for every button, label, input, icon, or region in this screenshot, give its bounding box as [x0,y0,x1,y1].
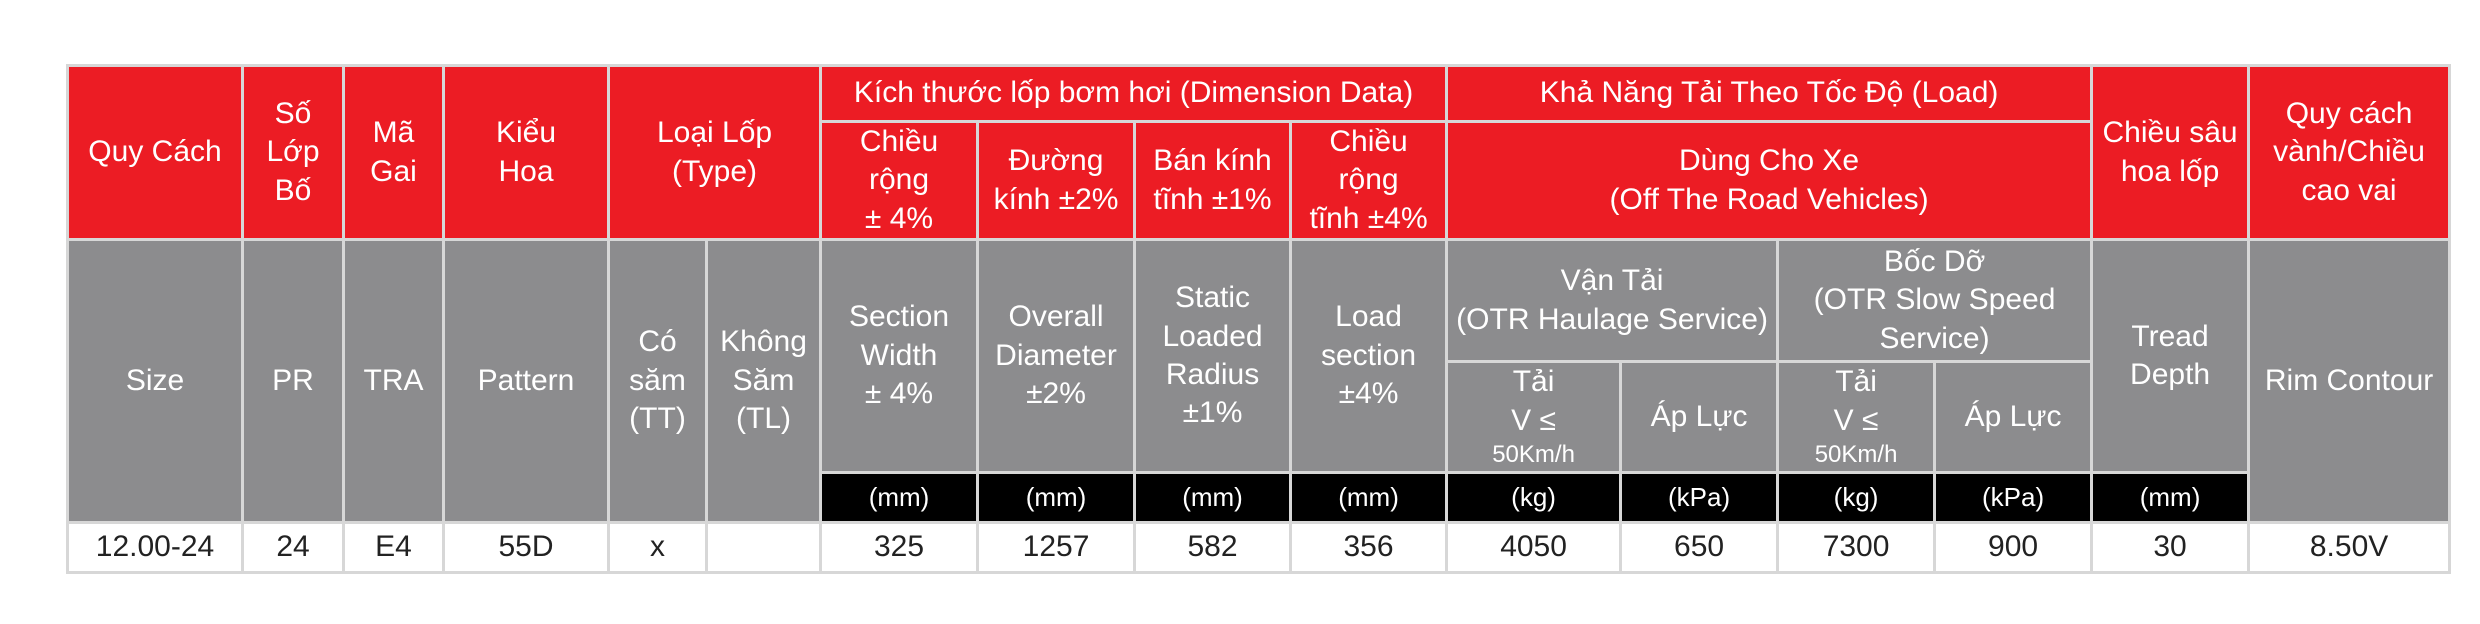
col-rim-vn: Quy cách vành/Chiều cao vai [2247,63,2452,242]
cell-size: 12.00-24 [66,520,244,574]
tire-spec-table: Quy Cách Số Lớp Bố Mã Gai Kiểu Hoa Loại Lốp(… [66,63,2452,574]
col-section-en: Load section ±4% [1289,238,1449,474]
cell-rim: 8.50V [2247,520,2452,574]
unit-pressure-haulage: (kPa) [1619,470,1780,524]
col-type-vn: Loại Lốp (Type) [606,63,823,242]
col-tl-en: Không Săm (TL) [704,238,823,524]
cell-tread: 30 [2090,520,2251,574]
col-load-slow: Tải V ≤50Km/h [1776,360,1937,474]
unit-width: (mm) [819,470,980,524]
unit-tread: (mm) [2090,470,2251,524]
unit-section: (mm) [1289,470,1449,524]
col-radius-en: Static Loaded Radius ±1% [1133,238,1293,474]
unit-pressure-slow: (kPa) [1933,470,2094,524]
unit-load-haulage: (kg) [1445,470,1623,524]
cell-radius: 582 [1133,520,1293,574]
col-pressure-haulage: Áp Lực [1619,360,1780,474]
col-pattern-vn: Kiểu Hoa [442,63,610,242]
col-diameter-en: Overall Diameter ±2% [976,238,1137,474]
col-size-vn: Quy Cách [66,63,244,242]
col-pr-en: PR [241,238,345,524]
cell-pressure-haulage: 650 [1619,520,1780,574]
col-pr-vn: Số Lớp Bố [241,63,345,242]
cell-load-slow: 7300 [1776,520,1937,574]
cell-pattern: 55D [442,520,610,574]
col-radius-vn: Bán kính tĩnh ±1% [1133,119,1293,242]
cell-tt: x [607,520,708,574]
cell-section: 356 [1289,520,1449,574]
dimension-group-header: Kích thước lốp bơm hơi (Dimension Data) [819,64,1449,123]
unit-diameter: (mm) [976,470,1137,524]
col-tread-en: Tread Depth [2090,238,2251,474]
cell-diameter: 1257 [976,520,1137,574]
cell-tra: E4 [342,520,445,574]
col-width-vn: Chiều rộng ± 4% [819,119,980,242]
col-width-en: Section Width ± 4% [819,238,980,474]
table-row: 12.00-24 24 E4 55D x 325 1257 582 356 40… [66,520,2452,574]
cell-load-haulage: 4050 [1445,520,1623,574]
load-group-header: Khả Năng Tải Theo Tốc Độ (Load) [1445,64,2094,123]
vehicle-header: Dùng Cho Xe (Off The Road Vehicles) [1445,119,2094,242]
col-tra-vn: Mã Gai [342,63,445,242]
col-pressure-slow: Áp Lực [1933,360,2094,474]
cell-tl [704,520,823,574]
cell-pr: 24 [241,520,345,574]
col-tread-vn: Chiều sâu hoa lốp [2090,63,2251,242]
cell-pressure-slow: 900 [1933,520,2094,574]
col-tt-en: Có săm (TT) [607,238,708,524]
col-diameter-vn: Đường kính ±2% [976,119,1137,242]
cell-width: 325 [819,520,980,574]
col-pattern-en: Pattern [442,238,610,524]
col-rim-en: Rim Contour [2247,238,2452,524]
col-load-haulage: Tải V ≤50Km/h [1445,360,1623,474]
col-size-en: Size [66,238,244,524]
slow-speed-header: Bốc Dỡ (OTR Slow Speed Service) [1776,238,2094,364]
haulage-header: Vận Tải (OTR Haulage Service) [1445,238,1780,364]
unit-load-slow: (kg) [1776,470,1937,524]
col-section-vn: Chiều rộng tĩnh ±4% [1289,119,1449,242]
col-tra-en: TRA [342,238,445,524]
unit-radius: (mm) [1133,470,1293,524]
